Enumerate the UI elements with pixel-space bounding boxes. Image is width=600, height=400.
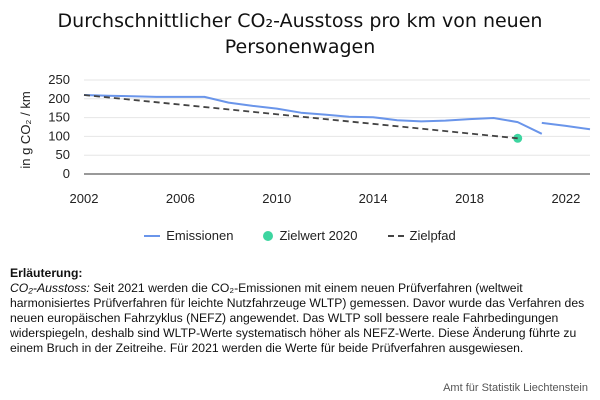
dashed-line-swatch-icon: [387, 234, 404, 237]
y-tick-label: 200: [48, 91, 70, 106]
legend-item-zielwert[interactable]: Zielwert 2020: [263, 228, 358, 243]
note-heading: Erläuterung:: [10, 266, 83, 280]
grid-lines: [84, 79, 590, 156]
legend-label: Emissionen: [166, 228, 234, 243]
legend-label: Zielwert 2020: [279, 228, 358, 243]
y-tick-label: 50: [56, 147, 70, 162]
chart-title: Durchschnittlicher CO₂-Ausstoss pro km v…: [57, 10, 543, 58]
y-tick-label: 150: [48, 110, 70, 125]
y-tick-label: 100: [48, 128, 70, 143]
explanation-note: Erläuterung: CO₂-Ausstoss: Seit 2021 wer…: [10, 266, 590, 356]
series-point-zielwert: [513, 133, 523, 143]
note-term: CO₂-Ausstoss:: [10, 281, 90, 295]
x-tick-label: 2022: [551, 191, 580, 206]
series-line-zielpfad: [83, 94, 518, 140]
series-layer: [83, 94, 591, 143]
x-tick-labels: 2002 2006 2010 2014 2018 2022: [70, 191, 581, 206]
line-chart: 0 50 100 150 200 250 2002 2006 2010 2014 2018 2022…: [18, 72, 591, 206]
note-text: Seit 2021 werden die CO₂-Emissionen mit …: [10, 281, 585, 355]
series-line-emissionen: [541, 121, 591, 131]
y-tick-label: 250: [48, 72, 70, 87]
y-tick-label: 0: [63, 166, 70, 181]
x-tick-label: 2014: [359, 191, 388, 206]
y-tick-labels: 0 50 100 150 200 250: [48, 72, 70, 181]
y-axis-label: in g CO₂ / km: [18, 91, 33, 168]
dot-swatch-icon: [263, 230, 274, 241]
x-tick-label: 2006: [166, 191, 195, 206]
source-credit: Amt für Statistik Liechtenstein: [443, 382, 588, 394]
legend-item-emissionen[interactable]: Emissionen: [144, 228, 233, 243]
line-swatch-icon: [144, 234, 161, 237]
legend-item-zielpfad[interactable]: Zielpfad: [387, 228, 456, 243]
legend: Emissionen Zielwert 2020 Zielpfad: [0, 228, 600, 243]
series-line-emissionen: [83, 94, 543, 135]
legend-label: Zielpfad: [409, 228, 456, 243]
x-tick-label: 2010: [262, 191, 291, 206]
x-tick-label: 2018: [455, 191, 484, 206]
x-tick-label: 2002: [70, 191, 99, 206]
